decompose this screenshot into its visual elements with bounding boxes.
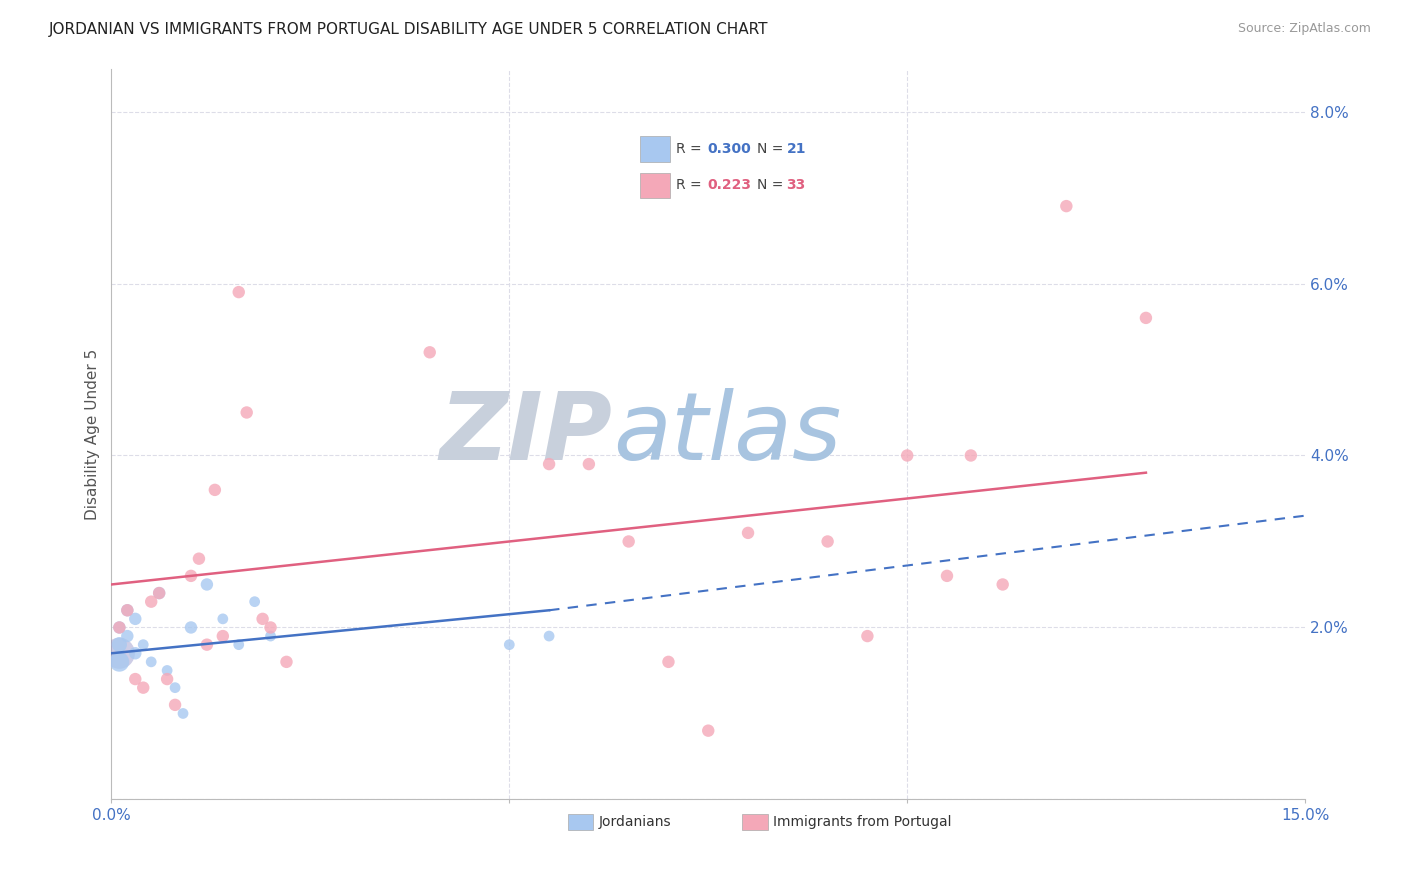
Text: N =: N = <box>756 178 787 193</box>
Point <box>276 655 298 669</box>
Point <box>936 569 959 583</box>
Text: JORDANIAN VS IMMIGRANTS FROM PORTUGAL DISABILITY AGE UNDER 5 CORRELATION CHART: JORDANIAN VS IMMIGRANTS FROM PORTUGAL DI… <box>49 22 769 37</box>
Text: 21: 21 <box>786 142 806 156</box>
Point <box>657 655 679 669</box>
Text: Immigrants from Portugal: Immigrants from Portugal <box>773 815 952 830</box>
Text: R =: R = <box>676 178 706 193</box>
Point <box>538 629 561 643</box>
Point <box>211 612 233 626</box>
Point <box>1054 199 1077 213</box>
Point <box>108 655 131 669</box>
Point <box>896 449 918 463</box>
Point <box>991 577 1014 591</box>
Point <box>172 706 194 721</box>
Text: Source: ZipAtlas.com: Source: ZipAtlas.com <box>1237 22 1371 36</box>
Point <box>195 638 218 652</box>
Point <box>737 525 759 540</box>
Text: atlas: atlas <box>613 389 841 480</box>
Point <box>124 646 146 660</box>
Y-axis label: Disability Age Under 5: Disability Age Under 5 <box>86 349 100 520</box>
Point <box>124 612 146 626</box>
Point <box>180 620 202 634</box>
Point <box>419 345 441 359</box>
Point <box>498 638 520 652</box>
Point <box>108 646 131 660</box>
Text: R =: R = <box>676 142 706 156</box>
Point <box>148 586 170 600</box>
Point <box>538 457 561 471</box>
Point <box>204 483 226 497</box>
Point <box>960 449 983 463</box>
Point <box>108 620 131 634</box>
Point <box>243 595 266 609</box>
Point <box>117 603 139 617</box>
Point <box>235 405 257 419</box>
Bar <box>640 136 669 161</box>
Bar <box>640 173 669 198</box>
Text: Jordanians: Jordanians <box>599 815 672 830</box>
Text: N =: N = <box>756 142 787 156</box>
Point <box>856 629 879 643</box>
Point <box>165 681 187 695</box>
Point <box>141 655 163 669</box>
Point <box>124 672 146 686</box>
Point <box>817 534 839 549</box>
Point <box>141 595 163 609</box>
Point <box>132 638 155 652</box>
Point <box>1135 310 1157 325</box>
Point <box>195 577 218 591</box>
Text: 0.300: 0.300 <box>707 142 752 156</box>
Text: 33: 33 <box>786 178 806 193</box>
Point <box>228 285 250 299</box>
Point <box>117 603 139 617</box>
Point <box>132 681 155 695</box>
Point <box>180 569 202 583</box>
Point <box>252 612 274 626</box>
Point <box>156 664 179 678</box>
Point <box>108 620 131 634</box>
Point <box>156 672 179 686</box>
Text: ZIP: ZIP <box>440 388 613 480</box>
Point <box>259 620 281 634</box>
Point <box>697 723 720 738</box>
Point <box>578 457 600 471</box>
Point <box>165 698 187 712</box>
Point <box>617 534 640 549</box>
Point <box>148 586 170 600</box>
Point <box>259 629 281 643</box>
Point <box>187 551 209 566</box>
Point <box>228 638 250 652</box>
Point <box>117 629 139 643</box>
Point <box>211 629 233 643</box>
Text: 0.223: 0.223 <box>707 178 752 193</box>
Point <box>108 638 131 652</box>
